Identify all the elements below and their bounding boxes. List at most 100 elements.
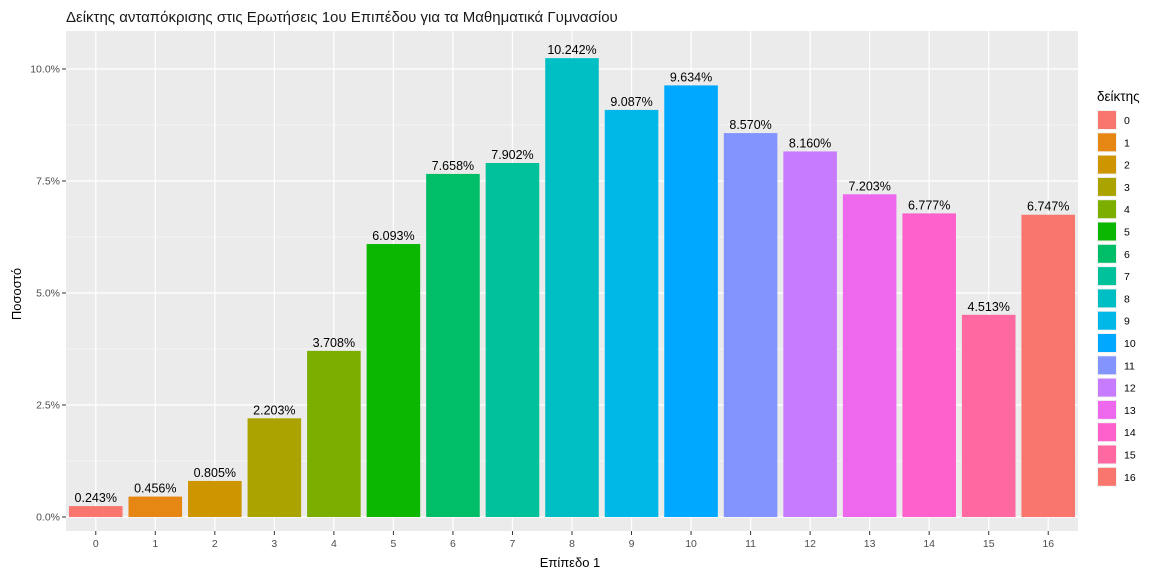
x-tick-label-5: 5	[390, 538, 396, 550]
data-label-7: 7.902%	[491, 148, 533, 162]
x-axis-title: Επίπεδο 1	[540, 555, 601, 570]
legend-swatch-8	[1098, 289, 1116, 308]
legend-label-1: 1	[1124, 137, 1130, 149]
data-label-12: 8.160%	[789, 136, 831, 150]
data-label-11: 8.570%	[729, 118, 771, 132]
legend-title: δείκτης	[1097, 89, 1140, 104]
bar-1	[128, 496, 183, 517]
y-axis-title: Ποσοστό	[9, 268, 24, 320]
bar-14	[902, 213, 956, 518]
legend-swatch-15	[1098, 445, 1116, 464]
y-tick-label: 0.0%	[36, 512, 60, 524]
bar-9	[604, 109, 659, 517]
legend-label-10: 10	[1124, 338, 1136, 350]
data-label-14: 6.777%	[908, 198, 950, 212]
x-tick-label-10: 10	[685, 538, 697, 550]
data-label-4: 3.708%	[313, 336, 355, 350]
x-tick-label-1: 1	[152, 538, 158, 550]
legend-swatch-3	[1098, 177, 1116, 196]
legend-swatch-9	[1098, 311, 1116, 330]
legend-label-2: 2	[1124, 160, 1130, 172]
x-tick-label-15: 15	[983, 538, 995, 550]
legend-swatch-0	[1098, 111, 1116, 129]
legend-label-13: 13	[1124, 405, 1136, 417]
legend-swatch-4	[1098, 200, 1116, 219]
x-tick-label-6: 6	[450, 538, 456, 550]
legend-label-11: 11	[1124, 360, 1135, 372]
data-label-6: 7.658%	[432, 159, 474, 173]
data-label-8: 10.242%	[547, 43, 596, 57]
x-tick-label-7: 7	[510, 538, 516, 550]
bar-6	[426, 173, 480, 517]
legend-swatch-2	[1098, 155, 1116, 174]
legend-label-6: 6	[1124, 249, 1130, 261]
data-label-15: 4.513%	[968, 300, 1010, 314]
legend-swatch-5	[1098, 222, 1116, 241]
data-label-1: 0.456%	[134, 482, 176, 496]
bar-12	[783, 151, 837, 517]
legend-swatch-6	[1098, 244, 1116, 263]
x-tick-label-3: 3	[271, 538, 277, 550]
bar-0	[68, 506, 123, 517]
x-tick-label-14: 14	[923, 538, 935, 550]
data-label-2: 0.805%	[194, 466, 236, 480]
legend-swatch-7	[1098, 267, 1116, 286]
bars	[68, 58, 1076, 518]
bar-2	[188, 480, 242, 517]
bar-10	[664, 85, 718, 518]
y-tick-label: 2.5%	[36, 400, 60, 412]
legend-label-12: 12	[1124, 383, 1136, 395]
legend-swatch-12	[1098, 378, 1116, 397]
x-tick-label-16: 16	[1042, 538, 1054, 550]
x-tick-label-4: 4	[331, 538, 337, 550]
legend-label-8: 8	[1124, 293, 1130, 305]
legend-label-5: 5	[1124, 227, 1130, 239]
data-labels: 0.243% 0.456% 0.805% 2.203% 3.708% 6.093% 7.65…	[75, 43, 1070, 505]
x-tick-label-13: 13	[864, 538, 876, 550]
x-tick-label-12: 12	[804, 538, 816, 550]
legend-label-9: 9	[1124, 316, 1130, 328]
y-tick-label: 10.0%	[30, 64, 60, 76]
legend-swatch-14	[1098, 423, 1116, 442]
bar-4	[307, 350, 361, 517]
legend-swatch-16	[1098, 467, 1116, 486]
legend-label-15: 15	[1124, 450, 1136, 462]
legend-label-0: 0	[1124, 115, 1130, 127]
bar-11	[723, 133, 778, 517]
legend-swatch-11	[1098, 356, 1116, 375]
x-tick-label-11: 11	[745, 538, 756, 550]
data-label-13: 7.203%	[848, 179, 890, 193]
x-tick-label-2: 2	[212, 538, 218, 550]
legend-label-7: 7	[1124, 271, 1130, 283]
data-label-3: 2.203%	[253, 403, 295, 417]
bar-8	[545, 58, 599, 518]
legend-label-14: 14	[1124, 427, 1136, 439]
x-tick-label-9: 9	[629, 538, 635, 550]
data-label-16: 6.747%	[1027, 200, 1069, 214]
bar-5	[366, 244, 421, 517]
legend-swatch-13	[1098, 400, 1116, 419]
bar-7	[485, 162, 540, 517]
legend-swatch-1	[1098, 133, 1116, 152]
bar-13	[842, 194, 897, 517]
x-tick-label-0: 0	[93, 538, 99, 550]
bar-15	[961, 314, 1016, 517]
legend-swatch-10	[1098, 334, 1116, 352]
data-label-0: 0.243%	[75, 491, 117, 505]
x-axis: 0 1 2 3 4 5 6 7 8 9 10 11 12 13 14 15 16	[93, 531, 1054, 550]
x-tick-label-8: 8	[569, 538, 575, 550]
chart-title: Δείκτης ανταπόκρισης στις Ερωτήσεις 1ου …	[66, 9, 618, 26]
legend-label-3: 3	[1124, 182, 1130, 194]
data-label-5: 6.093%	[372, 229, 414, 243]
bar-16	[1021, 214, 1076, 517]
y-tick-label: 5.0%	[36, 288, 60, 300]
data-label-9: 9.087%	[610, 95, 652, 109]
data-label-10: 9.634%	[670, 70, 712, 84]
y-tick-label: 7.5%	[36, 176, 60, 188]
legend-label-16: 16	[1124, 472, 1136, 484]
legend-label-4: 4	[1124, 204, 1130, 216]
y-axis: 0.0% 2.5% 5.0% 7.5% 10.0%	[30, 64, 66, 524]
bar-3	[247, 418, 302, 517]
